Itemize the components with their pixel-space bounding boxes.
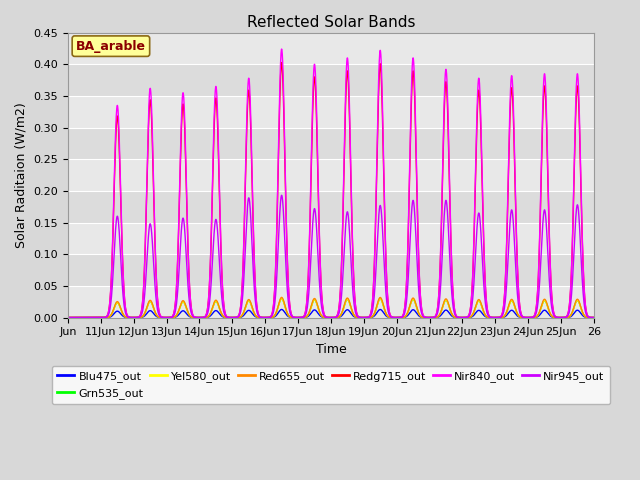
- Bar: [68, 128, 594, 159]
- X-axis label: Time: Time: [316, 343, 346, 356]
- Bar: [68, 286, 594, 318]
- Bar: [68, 96, 594, 128]
- Bar: [68, 33, 594, 64]
- Title: Reflected Solar Bands: Reflected Solar Bands: [246, 15, 415, 30]
- Text: BA_arable: BA_arable: [76, 40, 146, 53]
- Bar: [68, 223, 594, 254]
- Bar: [68, 254, 594, 286]
- Legend: Blu475_out, Grn535_out, Yel580_out, Red655_out, Redg715_out, Nir840_out, Nir945_: Blu475_out, Grn535_out, Yel580_out, Red6…: [52, 366, 610, 404]
- Bar: [68, 191, 594, 223]
- Bar: [68, 64, 594, 96]
- Bar: [68, 159, 594, 191]
- Y-axis label: Solar Raditaion (W/m2): Solar Raditaion (W/m2): [15, 102, 28, 248]
